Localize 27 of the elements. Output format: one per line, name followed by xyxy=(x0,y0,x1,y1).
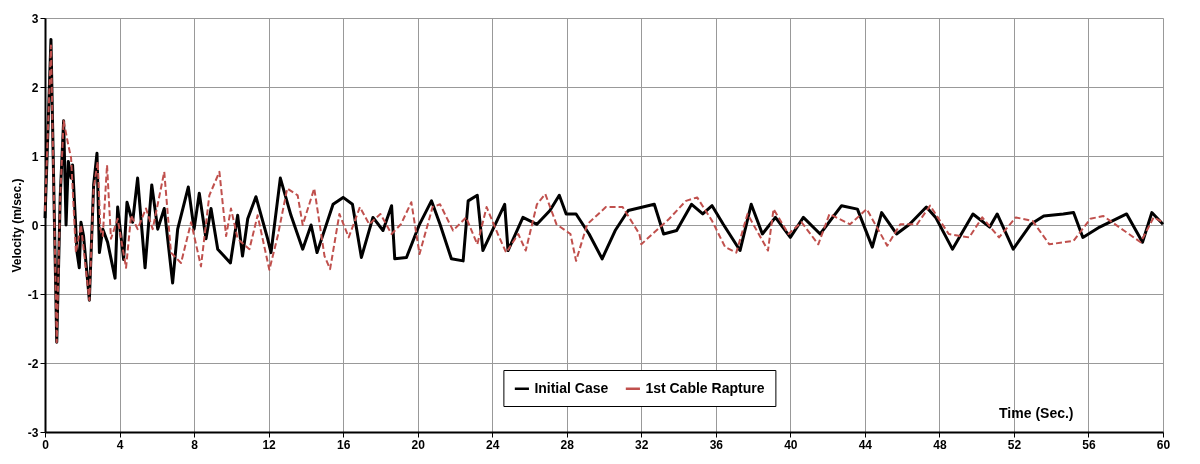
x-tick-label: 28 xyxy=(560,437,575,452)
x-tick-label: 12 xyxy=(262,437,277,452)
y-tick-label: -1 xyxy=(27,287,39,302)
y-tick-label: -3 xyxy=(27,425,39,440)
legend-label: Initial Case xyxy=(534,379,609,396)
y-tick-label: -2 xyxy=(27,356,39,371)
y-tick-label: 1 xyxy=(31,149,39,164)
x-tick-label: 8 xyxy=(191,437,199,452)
x-tick-label: 4 xyxy=(116,437,124,452)
x-axis-title: Time (Sec.) xyxy=(999,404,1074,421)
x-tick-label: 44 xyxy=(858,437,873,452)
x-tick-label: 0 xyxy=(42,437,50,452)
x-tick-label: 40 xyxy=(784,437,798,452)
x-tick-label: 56 xyxy=(1082,437,1096,452)
legend-label: 1st Cable Rapture xyxy=(645,379,765,396)
x-tick-label: 36 xyxy=(709,437,724,452)
y-tick-label: 2 xyxy=(31,80,39,95)
x-tick-label: 24 xyxy=(486,437,500,452)
x-tick-label: 20 xyxy=(411,437,426,452)
y-axis-title: Velocity (m/sec.) xyxy=(9,178,24,273)
x-tick-label: 52 xyxy=(1007,437,1022,452)
x-tick-label: 32 xyxy=(635,437,649,452)
y-tick-label: 0 xyxy=(31,218,39,233)
x-tick-label: 16 xyxy=(336,437,351,452)
x-tick-label: 60 xyxy=(1156,437,1171,452)
x-tick-label: 48 xyxy=(933,437,947,452)
y-tick-label: 3 xyxy=(31,11,39,26)
